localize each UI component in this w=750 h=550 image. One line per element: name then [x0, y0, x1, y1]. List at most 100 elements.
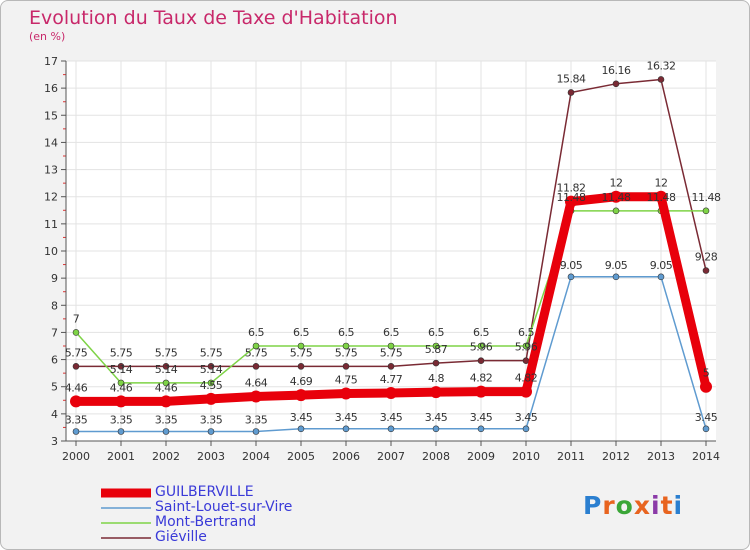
- data-point: [475, 385, 487, 398]
- data-label: 4.69: [290, 375, 313, 388]
- data-label: 6.5: [248, 326, 264, 339]
- logo-letter: t: [660, 491, 674, 520]
- data-label: 4.75: [335, 374, 358, 387]
- chart-subtitle: (en %): [29, 30, 66, 43]
- data-point: [430, 386, 442, 399]
- data-label: 5.75: [155, 346, 178, 359]
- data-point: [342, 425, 350, 433]
- data-point: [565, 195, 577, 208]
- y-tick-label: 9: [51, 272, 58, 285]
- data-label: 5.75: [110, 346, 133, 359]
- data-point: [72, 428, 80, 435]
- data-point: [162, 428, 170, 435]
- data-point: [657, 273, 665, 281]
- data-point: [295, 389, 307, 402]
- data-label: 4.77: [380, 373, 403, 386]
- data-label: 6.5: [293, 326, 309, 339]
- data-point: [342, 342, 350, 350]
- data-point: [657, 76, 665, 83]
- data-point: [207, 379, 215, 387]
- legend-label: Giéville: [155, 529, 207, 545]
- data-point: [567, 273, 575, 281]
- data-label: 3.45: [335, 411, 358, 424]
- legend-swatch: [101, 537, 151, 539]
- legend-label: Mont-Bertrand: [155, 514, 257, 530]
- logo-letter: o: [615, 491, 634, 520]
- data-label: 11.82: [557, 182, 586, 195]
- data-point: [702, 207, 710, 215]
- data-point: [70, 395, 82, 408]
- x-tick-label: 2003: [197, 450, 225, 463]
- x-tick-label: 2008: [422, 450, 450, 463]
- data-point: [252, 363, 260, 370]
- data-label: 6.5: [518, 326, 534, 339]
- data-point: [115, 395, 127, 408]
- data-point: [612, 80, 620, 88]
- x-tick-label: 2002: [152, 450, 180, 463]
- data-label: 11.48: [647, 191, 676, 204]
- logo-letter: x: [633, 491, 651, 520]
- data-point: [477, 342, 485, 350]
- y-tick-label: 3: [51, 435, 58, 448]
- y-tick-label: 5: [51, 381, 58, 394]
- y-tick-label: 8: [51, 299, 58, 312]
- data-label: 3.45: [470, 411, 493, 424]
- data-label: 15.84: [557, 72, 586, 85]
- x-tick-label: 2012: [602, 450, 630, 463]
- data-label: 5.14: [200, 363, 223, 376]
- data-label: 5.75: [200, 346, 223, 359]
- data-point: [117, 428, 125, 435]
- x-tick-label: 2009: [467, 450, 495, 463]
- y-tick-label: 6: [51, 354, 58, 367]
- data-point: [432, 342, 440, 350]
- data-label: 5: [703, 367, 710, 380]
- data-point: [162, 379, 170, 387]
- y-tick-label: 15: [44, 109, 58, 122]
- data-point: [477, 425, 485, 433]
- data-point: [297, 425, 305, 433]
- y-tick-label: 4: [51, 408, 58, 421]
- x-tick-label: 2006: [332, 450, 360, 463]
- data-point: [252, 428, 260, 435]
- x-tick-label: 2005: [287, 450, 315, 463]
- data-label: 4.8: [428, 372, 444, 385]
- legend-swatch: [101, 507, 151, 509]
- data-point: [72, 363, 80, 370]
- y-tick-label: 16: [44, 82, 58, 95]
- data-point: [297, 342, 305, 350]
- logo-letter: r: [602, 491, 616, 520]
- data-label: 4.46: [65, 381, 88, 394]
- data-point: [702, 267, 710, 274]
- data-point: [117, 379, 125, 387]
- data-label: 5.75: [245, 346, 268, 359]
- data-label: 4.46: [155, 381, 178, 394]
- y-tick-label: 10: [44, 245, 58, 258]
- data-point: [207, 428, 215, 435]
- data-point: [162, 363, 170, 370]
- data-label: 3.35: [200, 414, 223, 427]
- data-point: [297, 363, 305, 370]
- x-tick-label: 2001: [107, 450, 135, 463]
- x-tick-label: 2010: [512, 450, 540, 463]
- y-tick-label: 17: [44, 55, 58, 68]
- data-point: [522, 425, 530, 433]
- data-label: 9.05: [650, 259, 673, 272]
- data-label: 3.35: [245, 414, 268, 427]
- data-label: 5.14: [110, 363, 133, 376]
- data-point: [520, 385, 532, 398]
- data-label: 4.82: [515, 372, 538, 385]
- data-point: [655, 190, 667, 203]
- data-label: 5.75: [65, 346, 88, 359]
- data-point: [612, 273, 620, 281]
- logo-letter: P: [583, 491, 603, 520]
- data-point: [205, 392, 217, 405]
- data-point: [567, 89, 575, 96]
- data-label: 3.45: [290, 411, 313, 424]
- data-label: 3.45: [515, 411, 538, 424]
- data-label: 16.32: [647, 59, 676, 72]
- data-label: 11.48: [692, 191, 721, 204]
- data-label: 5.75: [290, 346, 313, 359]
- data-label: 9.05: [605, 259, 628, 272]
- data-label: 16.16: [602, 64, 631, 77]
